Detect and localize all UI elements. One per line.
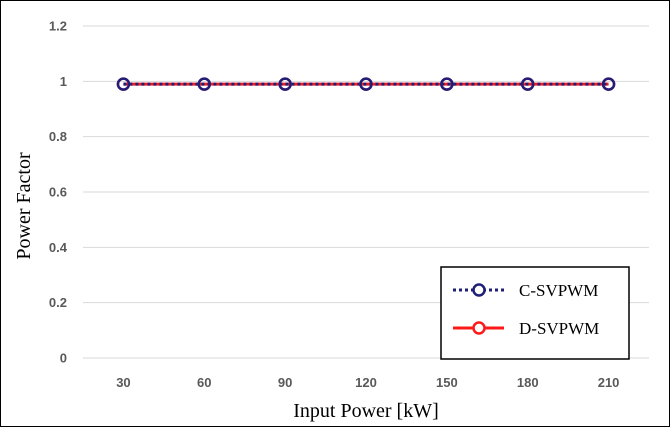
legend-marker-d-svpwm (472, 321, 486, 335)
y-tick-label: 1 (60, 74, 67, 89)
y-axis-title: Power Factor (13, 152, 35, 260)
x-tick-label: 150 (436, 375, 458, 390)
point-c-svpwm-0 (116, 77, 131, 91)
x-tick-label: 60 (197, 375, 211, 390)
point-c-svpwm-2 (278, 77, 292, 91)
y-tick-label: 1.2 (49, 19, 67, 34)
point-c-svpwm-6 (601, 77, 616, 91)
y-tick-labels: 0 0.2 0.4 0.6 0.8 1 1.2 (49, 19, 68, 366)
x-tick-label: 210 (598, 375, 620, 390)
legend-marker-c-svpwm (472, 283, 486, 297)
x-tick-label: 30 (116, 375, 130, 390)
point-c-svpwm-3 (359, 77, 373, 91)
legend-label-d-svpwm: D-SVPWM (519, 319, 599, 338)
x-tick-label: 180 (517, 375, 539, 390)
x-tick-label: 90 (278, 375, 292, 390)
point-c-svpwm-4 (440, 77, 454, 91)
legend: C-SVPWM D-SVPWM (440, 266, 630, 360)
y-tick-label: 0.6 (49, 185, 67, 200)
series-group (116, 77, 616, 91)
legend-label-c-svpwm: C-SVPWM (519, 281, 598, 300)
y-tick-label: 0.2 (49, 295, 67, 310)
x-tick-labels: 30 60 90 120 150 180 210 (116, 375, 619, 390)
x-tick-label: 120 (355, 375, 377, 390)
point-c-svpwm-1 (197, 77, 212, 91)
y-tick-label: 0.4 (49, 240, 68, 255)
y-tick-label: 0.8 (49, 129, 67, 144)
y-tick-label: 0 (60, 351, 67, 366)
grid-lines (83, 25, 649, 359)
point-c-svpwm-5 (520, 77, 535, 91)
x-axis-title: Input Power [kW] (293, 400, 439, 422)
legend-box (440, 266, 630, 360)
